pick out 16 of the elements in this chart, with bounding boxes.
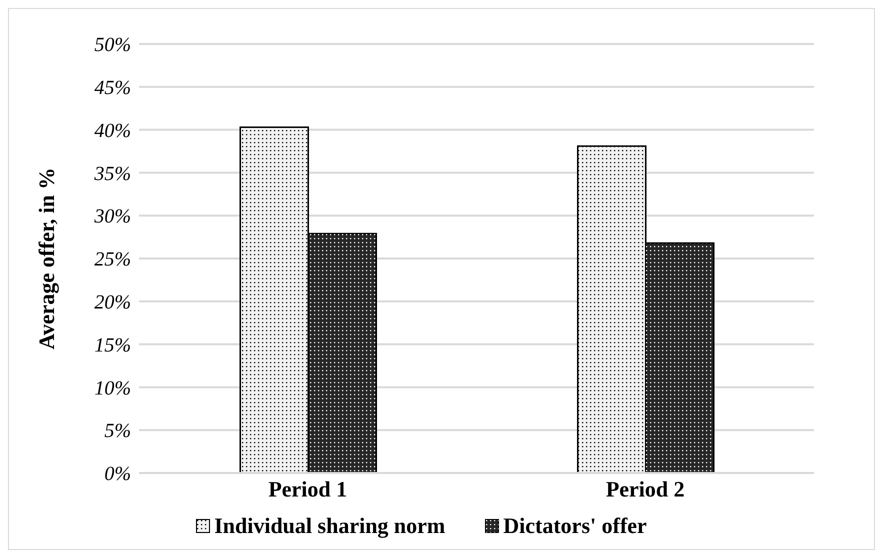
y-tick-label: 35%	[93, 162, 131, 185]
y-tick-label: 5%	[104, 420, 131, 442]
legend-label: Dictators' offer	[503, 513, 647, 539]
y-tick-label: 30%	[93, 206, 131, 228]
y-axis-title: Average offer, in %	[34, 167, 59, 350]
y-tick-label: 15%	[94, 334, 131, 356]
y-tick-label: 20%	[94, 292, 131, 314]
x-tick-label: Period 1	[268, 476, 348, 502]
legend-label: Individual sharing norm	[214, 513, 446, 539]
y-tick-label: 10%	[94, 377, 131, 400]
y-tick-label: 45%	[94, 77, 131, 99]
y-tick-label: 0%	[104, 463, 131, 486]
y-tick-label: 25%	[94, 248, 131, 271]
y-tick-label: 50%	[94, 34, 131, 56]
y-tick-label: 40%	[94, 120, 131, 142]
x-tick-label: Period 2	[606, 476, 685, 502]
